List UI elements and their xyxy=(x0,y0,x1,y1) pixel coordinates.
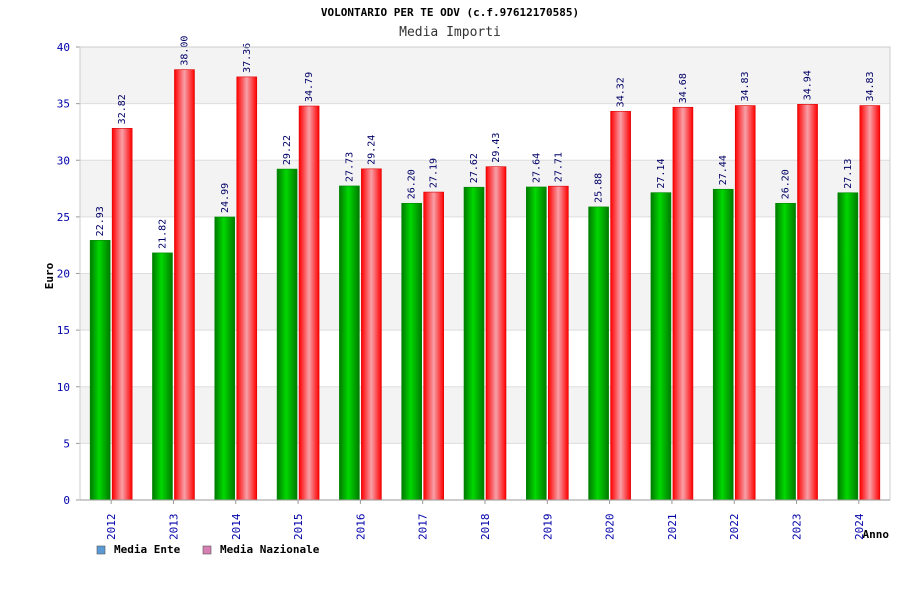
data-label: 27.73 xyxy=(344,152,355,182)
bars xyxy=(89,69,881,501)
x-tick-label: 2019 xyxy=(541,514,554,541)
bar-media-ente xyxy=(712,188,734,501)
data-label: 27.71 xyxy=(553,152,564,182)
data-label: 27.19 xyxy=(429,158,440,188)
legend-label-media-nazionale: Media Nazionale xyxy=(220,543,320,556)
x-tick-label: 2021 xyxy=(666,514,679,541)
legend-swatch-media-nazionale xyxy=(202,545,212,555)
bar-media-nazionale xyxy=(111,128,133,501)
bar-media-ente xyxy=(214,216,236,501)
data-label: 34.32 xyxy=(616,77,627,107)
data-label: 29.22 xyxy=(282,135,293,165)
data-label: 27.62 xyxy=(469,153,480,183)
chart-subtitle: Media Importi xyxy=(399,25,501,40)
x-tick-label: 2014 xyxy=(230,513,243,540)
bar-media-nazionale xyxy=(423,191,444,501)
grid-band xyxy=(80,273,890,331)
bar-media-ente xyxy=(588,206,609,501)
data-label: 34.83 xyxy=(865,71,876,101)
x-tick-label: 2012 xyxy=(105,514,118,541)
grid-band xyxy=(80,47,890,104)
bar-media-nazionale xyxy=(672,106,694,501)
bar-media-ente xyxy=(152,252,173,501)
data-label: 37.36 xyxy=(242,43,253,73)
y-axis-label: Euro xyxy=(43,262,56,289)
data-label: 34.94 xyxy=(803,70,814,100)
data-label: 34.79 xyxy=(304,72,315,102)
data-label: 34.83 xyxy=(740,71,751,101)
bar-media-nazionale xyxy=(298,105,320,501)
y-tick-label: 5 xyxy=(63,437,70,450)
bar-media-nazionale xyxy=(236,76,258,501)
x-tick-label: 2015 xyxy=(292,514,305,541)
bar-media-ente xyxy=(463,186,485,501)
data-label: 21.82 xyxy=(157,219,168,249)
bar-media-ente xyxy=(339,185,360,501)
data-label: 25.88 xyxy=(594,173,605,203)
bar-media-ente xyxy=(401,202,422,501)
bar-media-nazionale xyxy=(797,104,818,501)
bar-media-ente xyxy=(276,168,298,501)
data-label: 38.00 xyxy=(179,36,190,66)
x-tick-label: 2018 xyxy=(479,514,492,541)
axes: 0 5 10 15 20 25 30 35 40 2012 2013 2014 2015 2016 2017… xyxy=(57,41,891,541)
bar-media-ente xyxy=(526,186,547,501)
data-labels: 22.93 32.82 21.82 38.00 24.99 37.36 29.22 34.79… xyxy=(95,36,876,249)
y-tick-label: 0 xyxy=(63,494,70,507)
bar-media-ente xyxy=(89,240,111,501)
bar-media-ente xyxy=(650,192,672,501)
bar-media-nazionale xyxy=(859,105,881,501)
data-label: 32.82 xyxy=(117,94,128,124)
grid-band xyxy=(80,160,890,217)
x-tick-label: 2023 xyxy=(791,514,804,541)
y-tick-label: 40 xyxy=(57,41,70,54)
bar-media-ente xyxy=(837,192,859,501)
y-tick-label: 30 xyxy=(57,154,70,167)
y-tick-label: 35 xyxy=(57,98,70,111)
data-label: 22.93 xyxy=(95,206,106,236)
data-label: 29.43 xyxy=(491,133,502,163)
data-label: 24.99 xyxy=(220,183,231,213)
legend: Media Ente Media Nazionale xyxy=(96,543,320,556)
x-tick-label: 2013 xyxy=(167,514,180,541)
y-tick-label: 10 xyxy=(57,381,70,394)
bar-media-nazionale xyxy=(610,111,631,501)
grid-band xyxy=(80,386,890,444)
data-label: 34.68 xyxy=(678,73,689,103)
data-label: 27.64 xyxy=(531,153,542,183)
legend-swatch-media-ente xyxy=(96,545,106,555)
bar-media-nazionale xyxy=(174,69,195,501)
y-tick-label: 20 xyxy=(57,268,70,281)
x-tick-label: 2022 xyxy=(728,514,741,541)
x-tick-label: 2016 xyxy=(354,514,367,541)
data-label: 27.13 xyxy=(843,159,854,189)
y-tick-label: 15 xyxy=(57,324,70,337)
bar-media-nazionale xyxy=(361,168,382,501)
chart-title: VOLONTARIO PER TE ODV (c.f.97612170585) xyxy=(320,6,580,19)
x-tick-label: 2024 xyxy=(853,513,866,540)
data-label: 26.20 xyxy=(781,169,792,199)
data-label: 27.14 xyxy=(656,159,667,189)
bar-media-nazionale xyxy=(548,185,569,501)
x-tick-label: 2020 xyxy=(604,514,617,541)
bar-media-nazionale xyxy=(485,166,507,501)
x-axis-label: Anno xyxy=(863,528,890,541)
bar-media-nazionale xyxy=(734,105,756,501)
data-label: 29.24 xyxy=(366,135,377,165)
legend-label-media-ente: Media Ente xyxy=(114,543,181,556)
x-tick-label: 2017 xyxy=(417,514,430,541)
y-tick-label: 25 xyxy=(57,211,70,224)
data-label: 26.20 xyxy=(407,169,418,199)
bar-media-ente xyxy=(775,202,796,501)
data-label: 27.44 xyxy=(718,155,729,185)
